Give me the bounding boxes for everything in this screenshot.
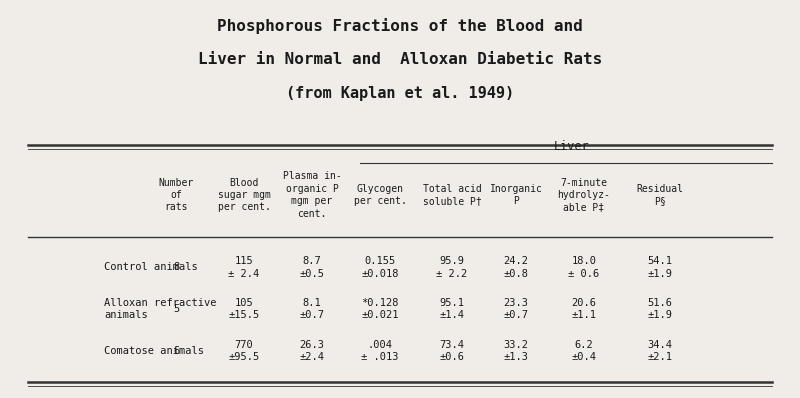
Text: 54.1
±1.9: 54.1 ±1.9: [647, 256, 673, 279]
Text: Inorganic
P: Inorganic P: [490, 184, 542, 206]
Text: Number
of
rats: Number of rats: [158, 178, 194, 213]
Text: Comatose animals: Comatose animals: [104, 346, 204, 356]
Text: 26.3
±2.4: 26.3 ±2.4: [299, 340, 325, 362]
Text: 95.1
±1.4: 95.1 ±1.4: [439, 298, 465, 320]
Text: Control animals: Control animals: [104, 262, 198, 273]
Text: Liver in Normal and  Alloxan Diabetic Rats: Liver in Normal and Alloxan Diabetic Rat…: [198, 52, 602, 67]
Text: 24.2
±0.8: 24.2 ±0.8: [503, 256, 529, 279]
Text: Alloxan refractive
animals: Alloxan refractive animals: [104, 298, 217, 320]
Text: Glycogen
per cent.: Glycogen per cent.: [354, 184, 406, 206]
Text: 18.0
± 0.6: 18.0 ± 0.6: [568, 256, 600, 279]
Text: 0.155
±0.018: 0.155 ±0.018: [362, 256, 398, 279]
Text: 8.1
±0.7: 8.1 ±0.7: [299, 298, 325, 320]
Text: Total acid
soluble P†: Total acid soluble P†: [422, 184, 482, 206]
Text: 6.2
±0.4: 6.2 ±0.4: [571, 340, 597, 362]
Text: 51.6
±1.9: 51.6 ±1.9: [647, 298, 673, 320]
Text: Plasma in-
organic P
mgm per
cent.: Plasma in- organic P mgm per cent.: [282, 172, 342, 219]
Text: Liver: Liver: [554, 140, 590, 153]
Text: Blood
sugar mgm
per cent.: Blood sugar mgm per cent.: [218, 178, 270, 213]
Text: 5: 5: [173, 304, 179, 314]
Text: 20.6
±1.1: 20.6 ±1.1: [571, 298, 597, 320]
Text: 8: 8: [173, 262, 179, 273]
Text: 23.3
±0.7: 23.3 ±0.7: [503, 298, 529, 320]
Text: 105
±15.5: 105 ±15.5: [228, 298, 260, 320]
Text: 6: 6: [173, 346, 179, 356]
Text: 115
± 2.4: 115 ± 2.4: [228, 256, 260, 279]
Text: 33.2
±1.3: 33.2 ±1.3: [503, 340, 529, 362]
Text: .004
± .013: .004 ± .013: [362, 340, 398, 362]
Text: 34.4
±2.1: 34.4 ±2.1: [647, 340, 673, 362]
Text: 770
±95.5: 770 ±95.5: [228, 340, 260, 362]
Text: Phosphorous Fractions of the Blood and: Phosphorous Fractions of the Blood and: [217, 18, 583, 34]
Text: 7-minute
hydrolyz-
able P‡: 7-minute hydrolyz- able P‡: [558, 178, 610, 213]
Text: *0.128
±0.021: *0.128 ±0.021: [362, 298, 398, 320]
Text: 95.9
± 2.2: 95.9 ± 2.2: [436, 256, 468, 279]
Text: (from Kaplan et al. 1949): (from Kaplan et al. 1949): [286, 86, 514, 101]
Text: Residual
P§: Residual P§: [637, 184, 683, 206]
Text: 8.7
±0.5: 8.7 ±0.5: [299, 256, 325, 279]
Text: 73.4
±0.6: 73.4 ±0.6: [439, 340, 465, 362]
